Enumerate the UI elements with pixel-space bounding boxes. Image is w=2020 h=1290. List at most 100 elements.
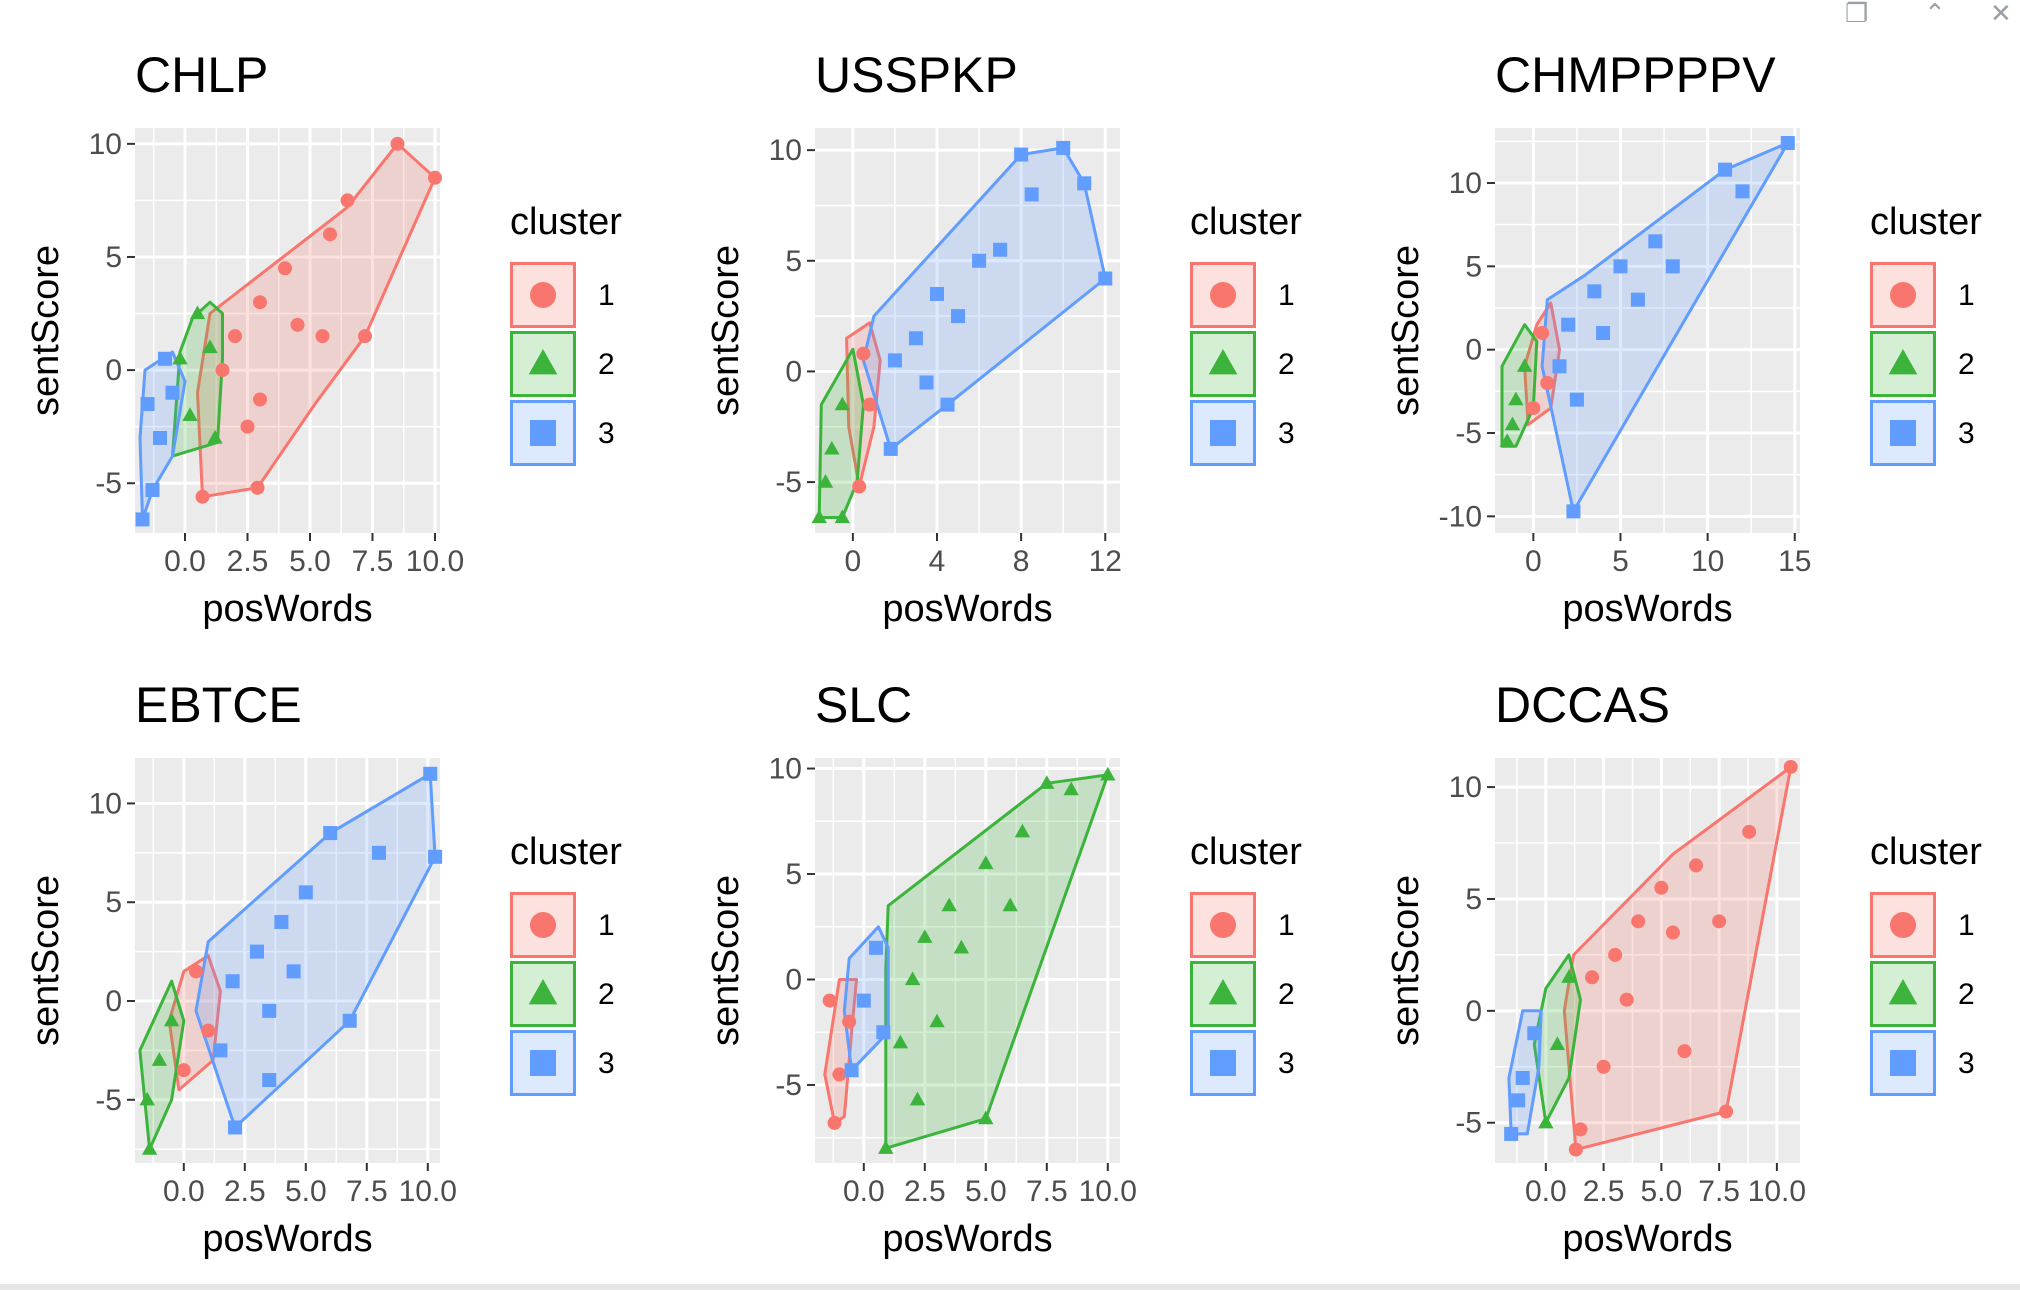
cluster-1-point bbox=[842, 1014, 857, 1029]
cluster-3-point bbox=[856, 993, 871, 1008]
cluster-2-point bbox=[1538, 1114, 1554, 1129]
legend-title: cluster bbox=[1190, 201, 1302, 243]
legend-key-2-symbol bbox=[1888, 349, 1918, 375]
x-tick-label: 10.0 bbox=[406, 545, 464, 578]
y-tick-label: 5 bbox=[785, 858, 802, 891]
cluster-1-point bbox=[176, 1063, 191, 1078]
cluster-2-point bbox=[1561, 969, 1577, 983]
y-tick-label: -5 bbox=[95, 467, 122, 500]
y-tick-label: 10 bbox=[1449, 167, 1482, 200]
cluster-2-point bbox=[189, 305, 206, 320]
legend-label-3: 3 bbox=[598, 417, 615, 450]
chart-title: CHMPPPPV bbox=[1495, 47, 1776, 103]
cluster-1-point bbox=[195, 489, 210, 504]
cluster-3-point bbox=[1780, 136, 1795, 150]
cluster-3-point bbox=[930, 286, 944, 301]
cluster-1-point bbox=[1573, 1122, 1588, 1137]
cluster-3-point bbox=[1569, 392, 1584, 407]
legend-title: cluster bbox=[1190, 831, 1302, 873]
cluster-3-point bbox=[1566, 504, 1581, 519]
cluster-1-point bbox=[1526, 401, 1541, 415]
cluster-2-point bbox=[941, 897, 957, 912]
cluster-2-point bbox=[917, 929, 933, 943]
cluster-2-point bbox=[878, 1140, 894, 1154]
x-tick-label: 10.0 bbox=[399, 1175, 457, 1208]
cluster-1-point bbox=[1742, 824, 1757, 839]
cluster-1-point bbox=[278, 261, 292, 276]
cluster-1-point bbox=[1568, 1142, 1583, 1157]
cluster-3-point bbox=[225, 974, 240, 989]
cluster-1-point bbox=[1783, 759, 1798, 774]
x-tick-label: 0 bbox=[1525, 545, 1542, 578]
cluster-1-point bbox=[250, 480, 265, 495]
legend-label-1: 1 bbox=[1278, 279, 1295, 312]
x-tick-label: 5.0 bbox=[285, 1175, 327, 1208]
cluster-3-point bbox=[428, 849, 443, 864]
legend-key-2-symbol bbox=[1888, 979, 1918, 1005]
cluster-1-point bbox=[315, 329, 330, 344]
plot-panel-background bbox=[815, 758, 1120, 1163]
legend-key-3-symbol bbox=[1890, 1050, 1916, 1076]
chart-title: USSPKP bbox=[815, 47, 1018, 103]
cluster-1-point bbox=[1535, 326, 1550, 340]
chart-title: DCCAS bbox=[1495, 677, 1670, 733]
cluster-3-point bbox=[140, 397, 155, 412]
cluster-1-point bbox=[852, 479, 867, 494]
y-tick-label: 10 bbox=[89, 787, 122, 820]
legend-key-3-symbol bbox=[1210, 420, 1236, 446]
cluster-3-point bbox=[1515, 1070, 1530, 1085]
cluster-2-point bbox=[1504, 416, 1521, 431]
cluster-3-point bbox=[883, 441, 898, 456]
x-tick-label: 5.0 bbox=[1641, 1175, 1683, 1208]
x-tick-label: 7.5 bbox=[346, 1175, 388, 1208]
cluster-3-point bbox=[919, 375, 934, 390]
cluster-3-point bbox=[1630, 292, 1645, 307]
cluster-2-point bbox=[1508, 391, 1524, 406]
cluster-2-point bbox=[172, 350, 188, 365]
cluster-3-point bbox=[1527, 1026, 1542, 1041]
legend-key-3 bbox=[1870, 400, 1936, 466]
cluster-1-point bbox=[1619, 992, 1634, 1007]
legend-label-2: 2 bbox=[598, 978, 615, 1011]
legend-label-2: 2 bbox=[1278, 978, 1295, 1011]
cluster-3-point bbox=[844, 1063, 859, 1078]
x-tick-label: 0.0 bbox=[843, 1175, 885, 1208]
cluster-2-point bbox=[929, 1013, 945, 1028]
x-tick-label: 15 bbox=[1778, 545, 1811, 578]
cluster-1-point bbox=[428, 170, 442, 185]
legend-key-3-symbol bbox=[530, 420, 556, 446]
cluster-2-point bbox=[978, 855, 994, 870]
legend-label-1: 1 bbox=[1958, 909, 1975, 942]
cluster-1-point bbox=[228, 329, 242, 344]
cluster-2-point bbox=[1002, 897, 1018, 912]
y-axis-label: sentScore bbox=[705, 245, 747, 416]
cluster-3-point bbox=[887, 353, 902, 368]
legend-title: cluster bbox=[1870, 831, 1982, 873]
y-tick-label: 5 bbox=[1465, 250, 1482, 283]
cluster-2-point bbox=[202, 339, 218, 354]
cluster-2-point bbox=[953, 939, 970, 954]
cluster-3-point bbox=[1561, 317, 1576, 332]
cluster-3-point bbox=[940, 397, 955, 412]
chart-title: CHLP bbox=[135, 47, 268, 103]
cluster-3-point bbox=[869, 940, 883, 955]
cluster-3-point bbox=[423, 766, 438, 781]
legend-key-1-symbol bbox=[530, 282, 556, 308]
cluster-2-point bbox=[834, 509, 851, 524]
x-axis-label: posWords bbox=[882, 1218, 1052, 1260]
cluster-3-point bbox=[286, 964, 301, 979]
y-axis-label: sentScore bbox=[25, 245, 67, 416]
cluster-2-point bbox=[1063, 781, 1079, 796]
cluster-3-point bbox=[274, 914, 289, 929]
collapse-icon[interactable]: ⌃ bbox=[1924, 0, 1946, 28]
cluster-3-point bbox=[1648, 234, 1663, 249]
cluster-2-point bbox=[909, 1091, 926, 1106]
cluster-1-point bbox=[1608, 947, 1623, 962]
y-tick-label: 0 bbox=[1465, 995, 1482, 1028]
restore-icon[interactable]: ❐ bbox=[1845, 0, 1869, 28]
cluster-3-point bbox=[262, 1003, 277, 1018]
x-tick-label: 7.5 bbox=[1026, 1175, 1068, 1208]
close-icon[interactable]: ✕ bbox=[1990, 0, 2012, 28]
y-tick-label: -10 bbox=[1439, 500, 1482, 533]
